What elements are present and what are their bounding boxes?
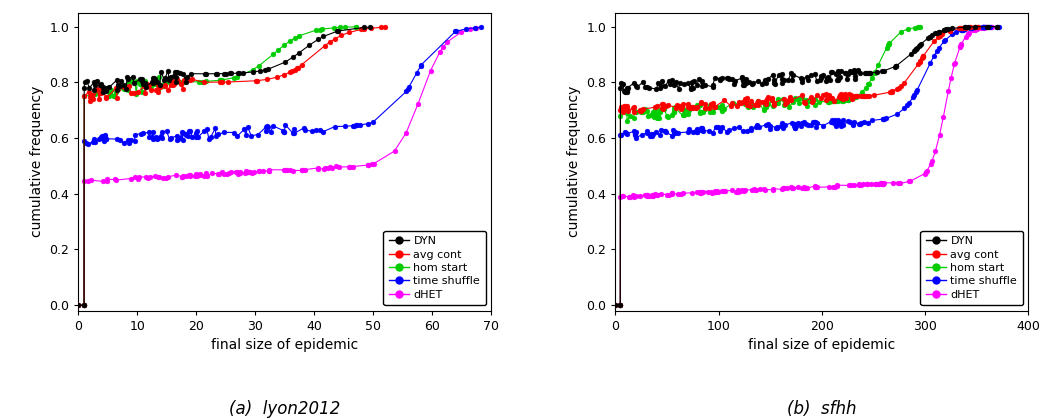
DYN: [199, 71, 212, 76]
DYN: [736, 75, 749, 80]
dHET: [222, 170, 235, 175]
DYN: [821, 76, 833, 81]
time shuffle: [800, 121, 812, 126]
dHET: [785, 185, 798, 190]
dHET: [672, 192, 685, 197]
DYN: [111, 77, 123, 82]
time shuffle: [668, 131, 681, 136]
Y-axis label: cumulative frequency: cumulative frequency: [567, 86, 580, 237]
avg cont: [149, 88, 162, 93]
DYN: [84, 85, 96, 90]
dHET: [634, 194, 646, 199]
dHET: [470, 26, 482, 31]
Legend: DYN, avg cont, hom start, time shuffle, dHET: DYN, avg cont, hom start, time shuffle, …: [383, 231, 485, 305]
dHET: [284, 168, 296, 173]
hom start: [147, 81, 160, 87]
hom start: [914, 25, 926, 30]
DYN: [888, 64, 901, 69]
time shuffle: [841, 119, 854, 124]
time shuffle: [72, 303, 85, 308]
DYN: [96, 89, 109, 94]
DYN: [672, 86, 685, 91]
avg cont: [837, 96, 850, 101]
Y-axis label: cumulative frequency: cumulative frequency: [29, 86, 44, 237]
Line: DYN: DYN: [613, 24, 1000, 308]
time shuffle: [286, 131, 299, 136]
time shuffle: [156, 133, 168, 138]
DYN: [223, 71, 236, 76]
avg cont: [933, 33, 946, 38]
dHET: [778, 186, 790, 191]
hom start: [72, 303, 85, 308]
hom start: [609, 303, 621, 308]
hom start: [882, 42, 895, 47]
hom start: [108, 94, 120, 99]
hom start: [841, 97, 854, 102]
X-axis label: final size of epidemic: final size of epidemic: [211, 339, 358, 352]
time shuffle: [644, 131, 657, 136]
Line: hom start: hom start: [76, 24, 358, 308]
avg cont: [72, 303, 85, 308]
Line: hom start: hom start: [613, 25, 922, 308]
time shuffle: [403, 84, 416, 89]
time shuffle: [79, 141, 92, 146]
time shuffle: [329, 124, 341, 129]
dHET: [609, 303, 621, 308]
hom start: [837, 98, 850, 103]
time shuffle: [993, 24, 1005, 29]
avg cont: [762, 95, 775, 100]
dHET: [986, 24, 998, 29]
time shuffle: [966, 26, 978, 31]
Text: (a)  lyon2012: (a) lyon2012: [229, 400, 340, 418]
time shuffle: [609, 303, 621, 308]
hom start: [123, 83, 136, 88]
avg cont: [133, 89, 145, 94]
avg cont: [95, 91, 108, 96]
Line: dHET: dHET: [76, 26, 478, 308]
Line: time shuffle: time shuffle: [76, 25, 483, 308]
DYN: [169, 69, 182, 74]
avg cont: [215, 79, 228, 84]
avg cont: [609, 303, 621, 308]
avg cont: [972, 24, 984, 29]
Line: avg cont: avg cont: [613, 24, 980, 308]
hom start: [641, 113, 654, 118]
hom start: [253, 63, 265, 68]
hom start: [315, 26, 328, 32]
DYN: [72, 303, 85, 308]
Line: avg cont: avg cont: [76, 25, 387, 308]
avg cont: [378, 25, 390, 30]
hom start: [699, 107, 712, 112]
Legend: DYN, avg cont, hom start, time shuffle, dHET: DYN, avg cont, hom start, time shuffle, …: [921, 231, 1023, 305]
avg cont: [928, 39, 941, 44]
time shuffle: [475, 25, 488, 30]
avg cont: [159, 82, 171, 87]
DYN: [991, 24, 1003, 29]
dHET: [248, 170, 261, 175]
hom start: [839, 98, 852, 103]
dHET: [176, 174, 189, 179]
dHET: [72, 303, 85, 308]
DYN: [815, 73, 828, 78]
avg cont: [964, 25, 976, 30]
dHET: [843, 183, 855, 188]
Line: dHET: dHET: [613, 24, 995, 308]
dHET: [101, 177, 114, 182]
X-axis label: final size of epidemic: final size of epidemic: [749, 339, 896, 352]
avg cont: [85, 94, 97, 99]
avg cont: [898, 81, 910, 86]
dHET: [311, 165, 324, 171]
hom start: [350, 24, 362, 29]
Line: time shuffle: time shuffle: [613, 24, 1001, 308]
hom start: [130, 78, 143, 83]
DYN: [714, 78, 727, 83]
time shuffle: [744, 125, 757, 130]
DYN: [609, 303, 621, 308]
dHET: [875, 181, 887, 186]
time shuffle: [81, 142, 94, 147]
Text: (b)  sfhh: (b) sfhh: [787, 400, 856, 418]
DYN: [364, 25, 377, 30]
Line: DYN: DYN: [76, 25, 373, 308]
